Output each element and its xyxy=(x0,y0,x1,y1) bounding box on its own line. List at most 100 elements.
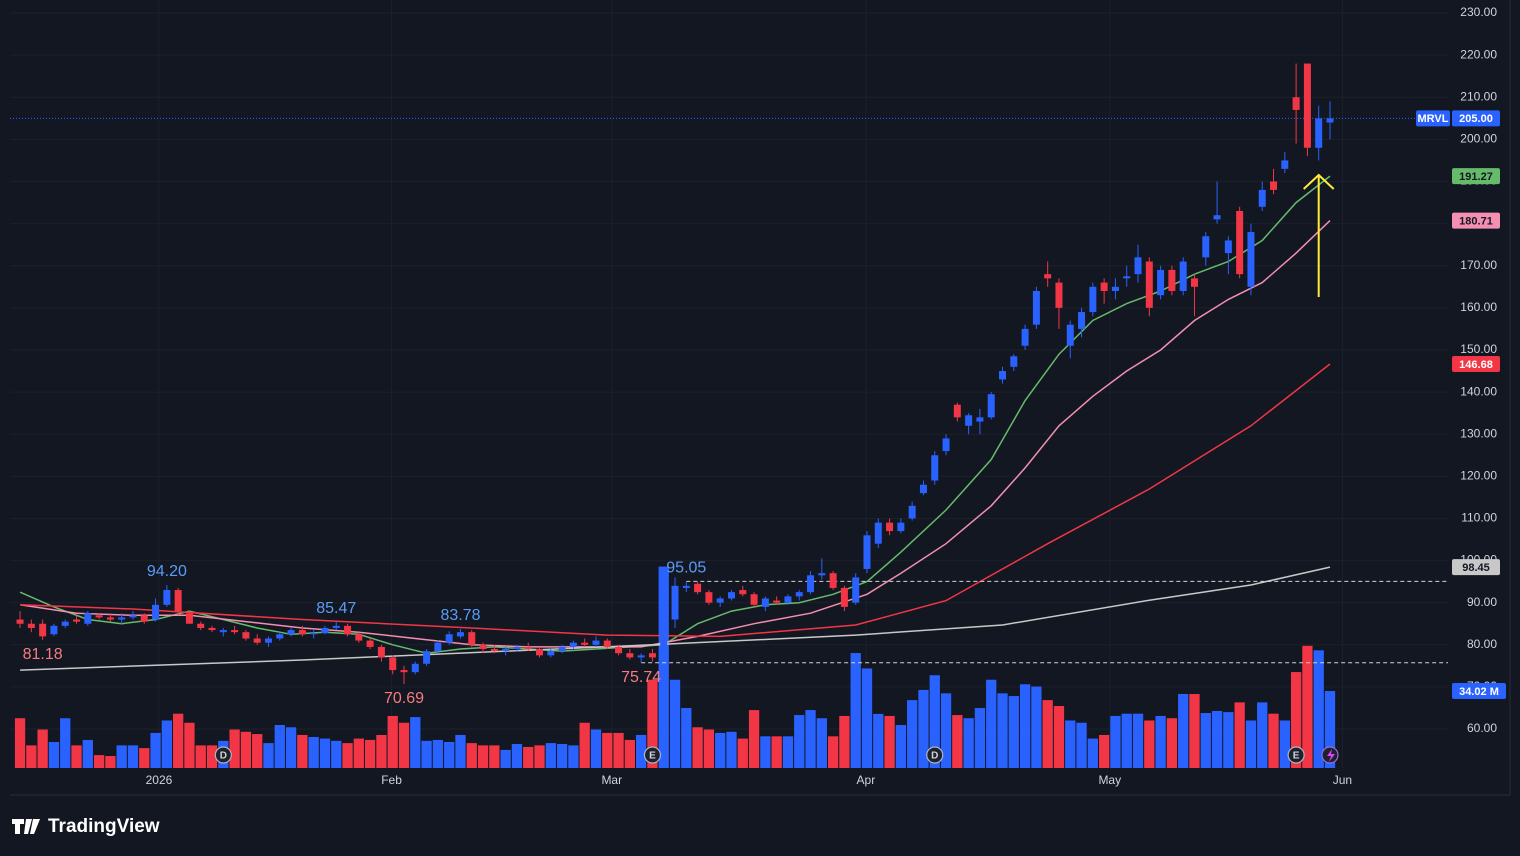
volume-bar xyxy=(1313,650,1324,768)
volume-bar xyxy=(105,756,116,768)
candle-body xyxy=(1270,181,1278,190)
volume-bar xyxy=(26,745,37,768)
volume-bar xyxy=(364,739,376,768)
candle-body xyxy=(208,627,216,631)
candle-body xyxy=(524,646,532,650)
volume-bar xyxy=(1155,715,1166,768)
candle-body xyxy=(716,598,724,603)
volume-bar xyxy=(929,675,940,768)
volume-bar xyxy=(60,718,71,768)
x-tick-label: May xyxy=(1098,773,1121,787)
candle-body xyxy=(445,634,453,643)
candle-body xyxy=(27,623,35,628)
x-tick-label: Mar xyxy=(601,773,622,787)
candle-body xyxy=(648,653,656,658)
candle-body xyxy=(411,663,419,673)
candle-body xyxy=(536,649,544,656)
volume-bar xyxy=(1257,702,1268,768)
volume-bar xyxy=(455,734,466,768)
volume-bar xyxy=(895,725,907,768)
candle-body xyxy=(490,649,498,652)
volume-bar xyxy=(1200,713,1211,768)
candle-body xyxy=(1078,312,1086,329)
candle-body xyxy=(1021,328,1029,346)
volume-bar xyxy=(816,718,827,768)
candle-body xyxy=(1202,236,1210,258)
y-tick-label: 130.00 xyxy=(1460,426,1497,440)
volume-bar xyxy=(974,708,986,768)
ma-value-label: 180.71 xyxy=(1459,216,1493,228)
volume-bar xyxy=(1211,710,1223,768)
candle-body xyxy=(1010,356,1018,367)
y-tick-label: 110.00 xyxy=(1461,511,1497,525)
candle-body xyxy=(106,617,114,620)
moving-average-line xyxy=(20,566,1331,671)
candle-body xyxy=(999,371,1007,380)
volume-bar xyxy=(726,731,737,768)
volume-bar xyxy=(1076,722,1087,768)
volume-bar xyxy=(703,729,715,768)
symbol-label: MRVL xyxy=(1418,113,1449,125)
moving-average-line xyxy=(20,363,1331,638)
volume-bar xyxy=(274,725,285,768)
candle-body xyxy=(321,627,329,634)
candle-body xyxy=(163,590,171,605)
candle-body xyxy=(152,604,160,620)
candle-body xyxy=(773,600,781,603)
price-annotation: 95.05 xyxy=(666,560,706,577)
candle-body xyxy=(231,630,239,633)
volume-bar xyxy=(511,744,523,768)
candle-body xyxy=(84,613,92,624)
event-label: E xyxy=(1293,751,1300,762)
volume-bar xyxy=(297,734,308,768)
candle-body xyxy=(264,638,272,643)
volume-bar xyxy=(353,738,364,768)
volume-bar xyxy=(263,743,274,768)
candle-body xyxy=(1315,118,1323,148)
candle-body xyxy=(581,642,589,645)
volume-bar xyxy=(692,727,703,768)
y-tick-label: 140.00 xyxy=(1460,384,1497,398)
candle-body xyxy=(886,522,894,532)
volume-bar xyxy=(1019,684,1031,768)
candle-body xyxy=(355,634,363,641)
volume-bar xyxy=(658,566,669,768)
candle-body xyxy=(739,590,747,595)
candle-body xyxy=(1326,118,1334,123)
volume-bar xyxy=(252,734,263,768)
volume-bar xyxy=(93,755,105,768)
x-tick-label: Jun xyxy=(1333,773,1352,787)
event-label: E xyxy=(649,751,656,762)
volume-bar xyxy=(873,713,884,768)
volume-bar xyxy=(1302,645,1313,768)
volume-bar xyxy=(1098,734,1110,768)
y-tick-label: 230.00 xyxy=(1460,5,1497,19)
volume-bar xyxy=(986,679,997,768)
candle-body xyxy=(1281,160,1289,169)
candle-body xyxy=(1236,210,1244,275)
candle-body xyxy=(1292,97,1300,110)
candle-body xyxy=(569,642,577,647)
volume-bar xyxy=(421,740,432,768)
volume-bar xyxy=(82,739,93,768)
volume-bar xyxy=(556,744,568,768)
candle-body xyxy=(682,585,690,588)
y-tick-label: 80.00 xyxy=(1467,637,1497,651)
symbol-box xyxy=(1416,110,1450,127)
candle-body xyxy=(61,621,69,626)
volume-bar xyxy=(613,732,624,768)
volume-bar xyxy=(48,741,60,768)
volume-bar xyxy=(534,745,545,768)
volume-bar xyxy=(1087,738,1098,768)
volume-bar xyxy=(342,743,353,768)
last-volume-label: 34.02 M xyxy=(1459,686,1499,698)
volume-bar xyxy=(37,729,48,768)
ma-value-label: 191.27 xyxy=(1459,171,1493,183)
volume-bar xyxy=(647,679,658,768)
event-marker xyxy=(926,746,944,764)
candle-body xyxy=(95,615,103,618)
volume-bar xyxy=(319,738,331,768)
last-price-box xyxy=(1452,110,1500,127)
candle-body xyxy=(423,651,431,664)
